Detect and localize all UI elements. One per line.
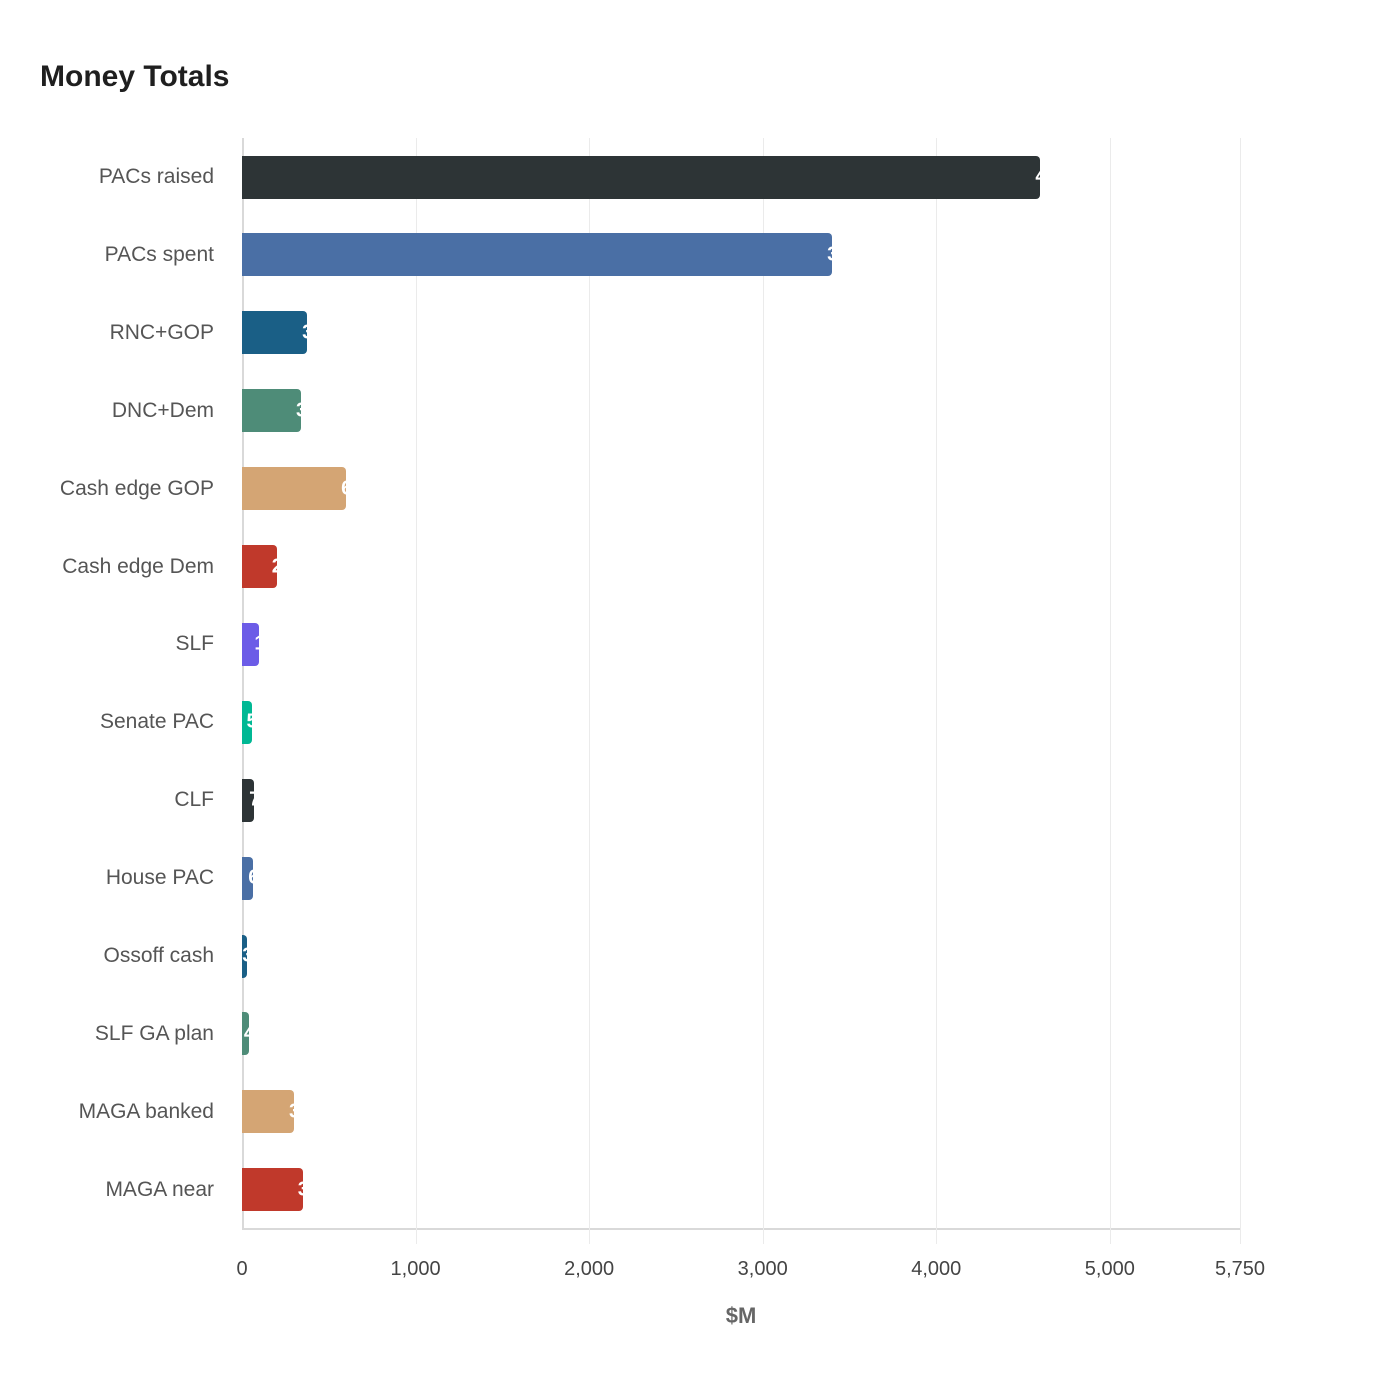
category-label: Cash edge Dem bbox=[62, 554, 214, 578]
bar[interactable]: 3 bbox=[242, 389, 307, 433]
gridline bbox=[762, 138, 764, 1244]
y-axis-line bbox=[242, 138, 244, 1228]
bar-value-label: 3 bbox=[242, 944, 254, 967]
gridline bbox=[415, 138, 417, 1244]
category-label: SLF bbox=[175, 632, 214, 656]
bar[interactable]: 4 bbox=[242, 1012, 255, 1056]
bar[interactable]: 4 bbox=[242, 155, 1047, 199]
category-label: House PAC bbox=[105, 866, 214, 890]
bar[interactable]: 6 bbox=[242, 467, 352, 511]
bar-value-label: 4 bbox=[1035, 165, 1047, 188]
plot-area: 4 3 3 3 6 2 1 5 7 6 3 4 3 3 bbox=[242, 138, 1241, 1244]
category-label: Senate PAC bbox=[99, 710, 214, 734]
bar-value-label: 2 bbox=[271, 555, 283, 577]
x-tick-label: 3,000 bbox=[737, 1258, 788, 1280]
gridline bbox=[1109, 138, 1111, 1244]
bar-value-label: 6 bbox=[341, 477, 353, 500]
bar-value-label: 3 bbox=[297, 1178, 309, 1201]
gridline bbox=[1240, 138, 1241, 1244]
bar[interactable]: 3 bbox=[242, 233, 838, 277]
category-label: Ossoff cash bbox=[103, 944, 215, 967]
bar[interactable]: 5 bbox=[242, 700, 258, 744]
category-label: CLF bbox=[174, 788, 214, 812]
bar[interactable]: 3 bbox=[242, 934, 253, 978]
bar-value-label: 4 bbox=[243, 1022, 256, 1045]
category-label: SLF GA plan bbox=[94, 1021, 214, 1045]
bar[interactable]: 1 bbox=[242, 622, 265, 666]
x-axis-line bbox=[242, 1228, 1240, 1230]
bar-value-label: 1 bbox=[254, 632, 266, 655]
bar[interactable]: 7 bbox=[242, 778, 260, 822]
x-tick-label: 2,000 bbox=[564, 1258, 615, 1280]
bar-value-label: 3 bbox=[295, 399, 308, 422]
bar[interactable]: 3 bbox=[242, 311, 313, 355]
bar[interactable]: 3 bbox=[242, 1090, 300, 1134]
x-tick-label: 0 bbox=[236, 1258, 248, 1280]
category-label: RNC+GOP bbox=[109, 320, 214, 344]
gridline bbox=[589, 138, 591, 1244]
bar-value-label: 7 bbox=[249, 788, 261, 811]
category-label: PACs spent bbox=[104, 242, 214, 266]
x-tick-label: 5,000 bbox=[1084, 1258, 1135, 1280]
x-axis-title: $M bbox=[725, 1303, 757, 1328]
bar-value-label: 6 bbox=[248, 866, 260, 889]
bar[interactable]: 2 bbox=[242, 545, 283, 588]
bar[interactable]: 3 bbox=[242, 1168, 309, 1212]
bar-value-label: 5 bbox=[246, 710, 258, 733]
x-tick-label: 4,000 bbox=[911, 1258, 962, 1280]
bar-value-label: 3 bbox=[302, 321, 314, 344]
chart-title: Money Totals bbox=[40, 60, 230, 93]
category-label: MAGA banked bbox=[78, 1099, 214, 1123]
bar-value-label: 3 bbox=[827, 243, 839, 266]
category-label: PACs raised bbox=[98, 165, 214, 188]
x-tick-label: 5,750 bbox=[1214, 1258, 1266, 1280]
category-label: MAGA near bbox=[105, 1177, 214, 1201]
category-label: DNC+Dem bbox=[111, 398, 214, 422]
bar[interactable]: 6 bbox=[242, 856, 259, 900]
x-tick-label: 1,000 bbox=[390, 1258, 441, 1280]
category-label: Cash edge GOP bbox=[59, 476, 214, 500]
gridline bbox=[936, 138, 938, 1244]
bar-value-label: 3 bbox=[289, 1100, 301, 1123]
